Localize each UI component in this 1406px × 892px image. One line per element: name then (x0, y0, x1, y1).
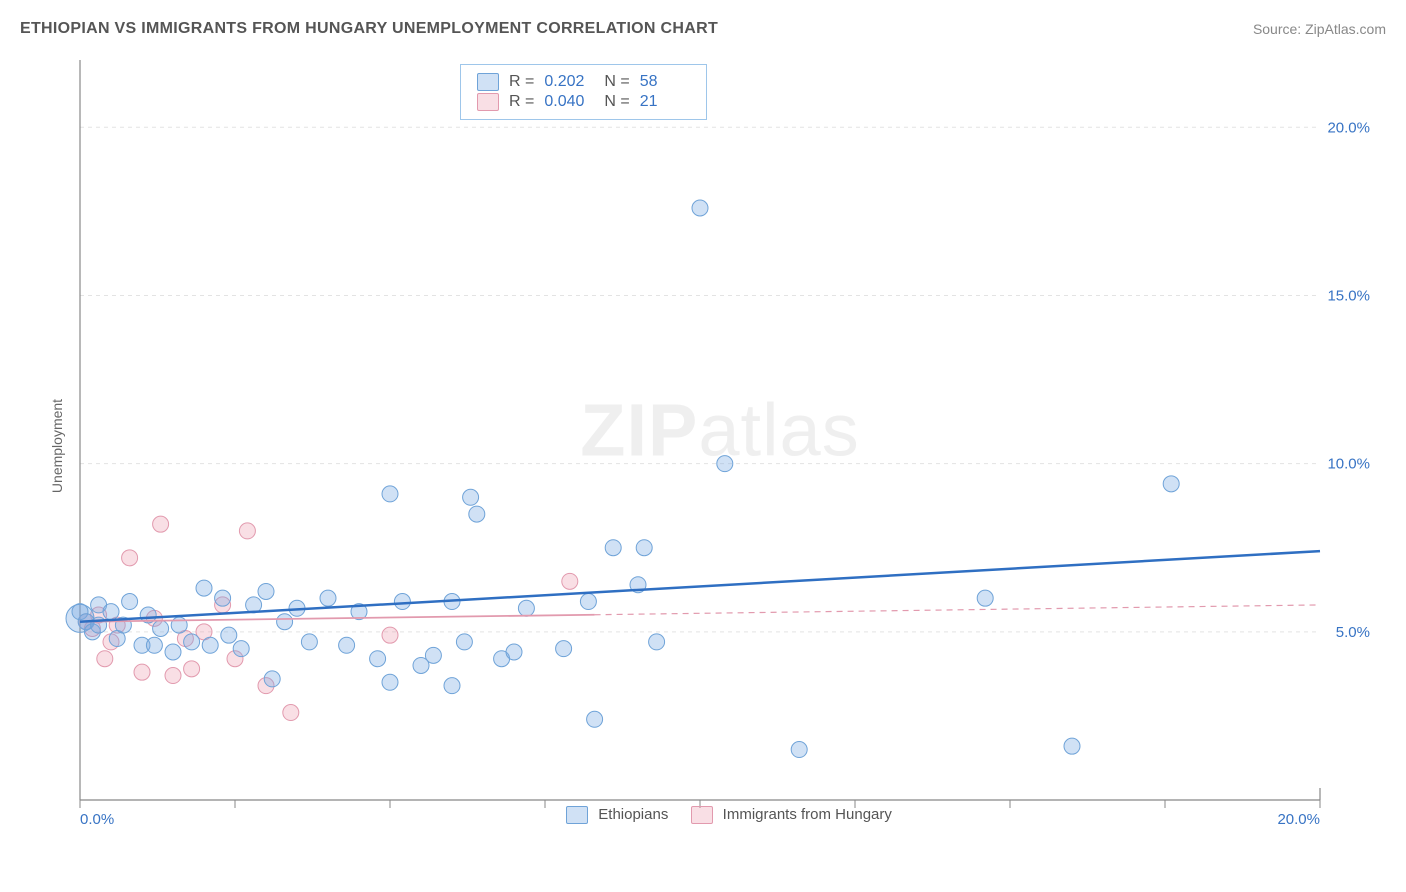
swatch-series2-icon (477, 93, 499, 111)
swatch-series2-icon (691, 806, 713, 824)
svg-text:5.0%: 5.0% (1336, 624, 1370, 641)
svg-text:20.0%: 20.0% (1327, 119, 1370, 136)
series1-r-value: 0.202 (544, 73, 594, 91)
legend-label-series1: Ethiopians (598, 806, 668, 823)
bottom-legend: Ethiopians Immigrants from Hungary (60, 806, 1380, 824)
series2-r-value: 0.040 (544, 93, 594, 111)
r-label: R = (509, 73, 534, 91)
svg-text:10.0%: 10.0% (1327, 456, 1370, 473)
svg-text:15.0%: 15.0% (1327, 287, 1370, 304)
series1-n-value: 58 (640, 73, 690, 91)
series2-n-value: 21 (640, 93, 690, 111)
legend-label-series2: Immigrants from Hungary (723, 806, 892, 823)
stats-legend-box: R = 0.202 N = 58 R = 0.040 N = 21 (460, 64, 707, 120)
chart-title: ETHIOPIAN VS IMMIGRANTS FROM HUNGARY UNE… (20, 20, 718, 38)
n-label: N = (604, 73, 629, 91)
swatch-series1-icon (566, 806, 588, 824)
source-label: Source: ZipAtlas.com (1253, 21, 1386, 37)
chart-container: R = 0.202 N = 58 R = 0.040 N = 21 0.0%20… (60, 60, 1380, 830)
stats-row-series1: R = 0.202 N = 58 (477, 73, 690, 91)
n-label: N = (604, 93, 629, 111)
scatter-chart: 0.0%20.0%5.0%10.0%15.0%20.0% (60, 60, 1380, 830)
stats-row-series2: R = 0.040 N = 21 (477, 93, 690, 111)
swatch-series1-icon (477, 73, 499, 91)
r-label: R = (509, 93, 534, 111)
